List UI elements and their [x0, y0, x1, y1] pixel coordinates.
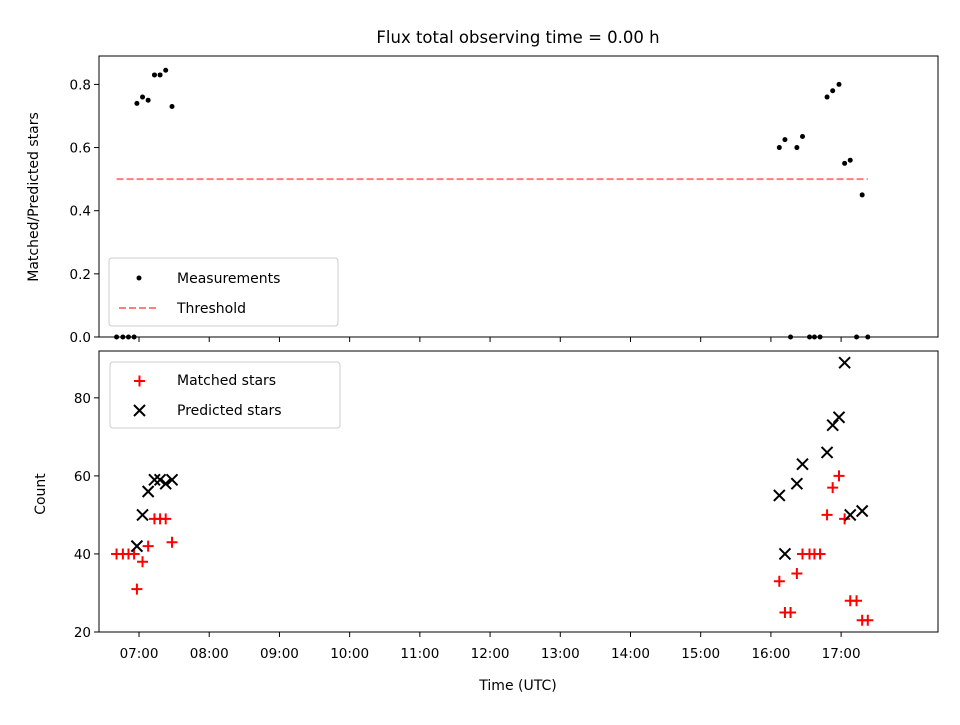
predicted-stars-point — [844, 508, 857, 522]
measurements-point — [794, 145, 800, 151]
bottom-x-ticks: 07:00 08:00 09:00 10:00 11:00 12:00 13:00 14:00… — [120, 632, 861, 662]
legend-label-threshold: Threshold — [176, 301, 246, 317]
measurements-point — [847, 157, 853, 163]
bottom-legend-box — [109, 361, 341, 429]
predicted-stars-point — [136, 508, 149, 522]
legend-marker-predicted-stars — [133, 404, 146, 417]
measurements-point — [782, 137, 788, 143]
top-x-ticks — [138, 337, 842, 342]
bottom-y-tick-label: 80 — [74, 391, 91, 407]
bottom-y-ticks: 20 40 60 80 — [74, 391, 99, 641]
x-tick-label: 10:00 — [330, 646, 369, 662]
top-y-tick-label: 0.8 — [70, 77, 91, 93]
matched-stars-point — [142, 540, 154, 552]
predicted-stars-point — [130, 539, 144, 553]
top-y-tick-label: 0.6 — [70, 141, 91, 157]
x-tick-label: 08:00 — [190, 646, 229, 662]
top-legend: Measurements Threshold — [108, 257, 339, 327]
bottom-axes-frame — [98, 350, 939, 633]
top-axes-frame — [98, 55, 939, 338]
legend-label-measurements: Measurements — [177, 271, 280, 287]
predicted-stars-point — [796, 457, 809, 471]
measurements-point — [140, 94, 146, 100]
matched-stars-point — [814, 548, 826, 560]
x-tick-label: 11:00 — [400, 646, 439, 662]
matched-stars-point — [166, 536, 178, 548]
bottom-subplot: Count Time (UTC) 20 40 60 80 07:00 08:00 09:0… — [33, 350, 939, 694]
x-tick-label: 07:00 — [120, 646, 159, 662]
top-y-tick-label: 0.0 — [70, 330, 91, 346]
matched-stars-point — [821, 509, 833, 521]
measurements-point — [859, 192, 865, 198]
matched-stars-point — [851, 595, 863, 607]
x-axis-label: Time (UTC) — [478, 678, 556, 694]
predicted-stars-point — [778, 547, 792, 561]
matched-stars-point — [131, 583, 143, 595]
measurements-point — [776, 145, 782, 151]
measurements-point — [151, 72, 157, 78]
measurements-point — [799, 134, 805, 140]
top-y-ticks: 0.0 0.2 0.4 0.6 0.8 — [70, 77, 99, 346]
predicted-stars-point — [141, 485, 155, 498]
x-tick-label: 13:00 — [541, 646, 580, 662]
matched-stars-point — [827, 482, 839, 494]
top-y-axis-label: Matched/Predicted stars — [26, 112, 42, 282]
matched-stars-point — [833, 470, 845, 482]
matched-stars-point — [137, 556, 149, 568]
measurements-point — [134, 100, 140, 106]
matched-stars-point — [773, 575, 785, 587]
predicted-stars-point — [820, 446, 834, 459]
x-tick-label: 17:00 — [822, 646, 861, 662]
x-tick-label: 12:00 — [471, 646, 510, 662]
x-tick-label: 14:00 — [611, 646, 650, 662]
top-subplot: Flux total observing time = 0.00 h Match… — [26, 28, 939, 346]
bottom-legend: Matched stars Predicted stars — [109, 361, 341, 429]
top-y-tick-label: 0.4 — [70, 204, 91, 220]
predicted-stars-point — [838, 356, 851, 369]
predicted-stars-point — [165, 473, 179, 486]
bottom-y-axis-label: Count — [33, 473, 49, 515]
bottom-y-tick-label: 60 — [74, 469, 91, 485]
chart-title: Flux total observing time = 0.00 h — [376, 28, 659, 47]
top-y-tick-label: 0.2 — [70, 267, 91, 283]
x-tick-label: 16:00 — [751, 646, 790, 662]
predicted-stars-point — [832, 411, 846, 424]
legend-marker-measurements — [136, 275, 142, 281]
bottom-y-tick-label: 40 — [74, 547, 91, 563]
measurements-point — [145, 97, 151, 103]
matched-stars-point — [791, 567, 803, 579]
legend-label-predicted-stars: Predicted stars — [177, 403, 282, 419]
matched-stars-point — [160, 513, 172, 525]
predicted-stars-point — [855, 504, 869, 518]
matched-stars-point — [839, 513, 851, 525]
measurements-point — [163, 67, 169, 73]
matched-stars-point — [785, 606, 797, 618]
top-legend-box — [108, 257, 339, 327]
measurements-point — [824, 94, 830, 100]
measurements-point — [830, 88, 836, 94]
bottom-y-tick-label: 20 — [74, 625, 91, 641]
measurements-point — [836, 81, 842, 87]
predicted-stars-point — [773, 489, 786, 502]
x-tick-label: 09:00 — [260, 646, 299, 662]
predicted-stars-point — [148, 473, 161, 486]
measurements-point — [169, 104, 175, 110]
matched-stars-point — [862, 614, 874, 626]
x-tick-label: 15:00 — [681, 646, 720, 662]
predicted-stars-point — [826, 418, 839, 432]
legend-marker-matched-stars — [134, 375, 145, 387]
legend-label-matched-stars: Matched stars — [177, 373, 276, 389]
predicted-stars-point — [153, 473, 167, 486]
predicted-stars-point — [159, 477, 172, 490]
measurements-point — [157, 72, 163, 78]
bottom-plot-data — [111, 356, 874, 626]
measurements-point — [842, 160, 848, 166]
top-plot-data — [114, 67, 871, 340]
predicted-stars-point — [790, 477, 804, 490]
